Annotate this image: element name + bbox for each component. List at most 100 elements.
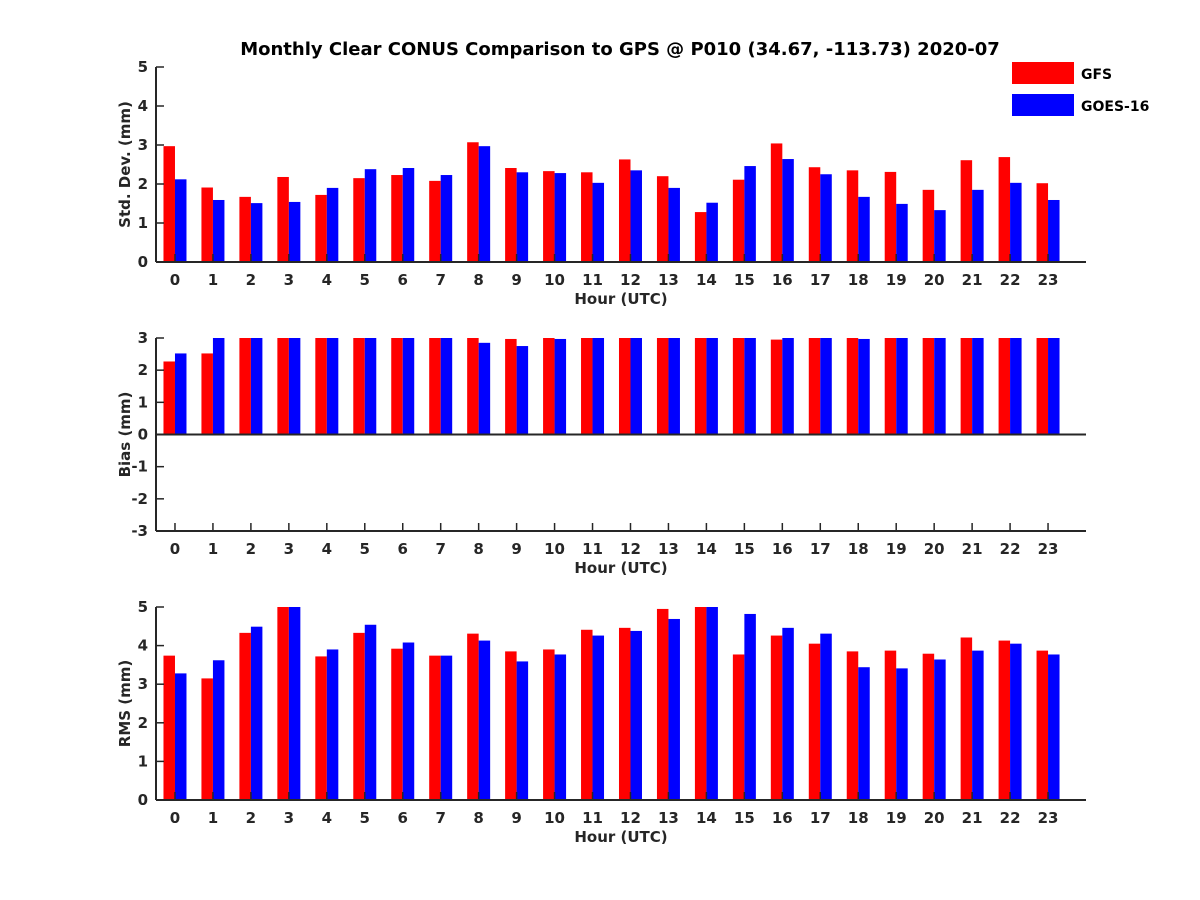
bar-rms-gfs-hour-16 [770,635,783,800]
x-tick-label-bias-8: 8 [473,540,483,558]
x-tick-label-stddev-7: 7 [435,271,445,289]
bar-bias-gfs-hour-4 [315,338,327,435]
bar-bias-gfs-hour-5 [353,338,365,435]
x-tick-label-stddev-22: 22 [1000,271,1021,289]
bar-bias-gfs-hour-13 [656,338,669,435]
bar-stddev-gfs-hour-7 [429,180,441,262]
bar-rms-gfs-hour-20 [922,653,935,800]
bar-stddev-goes16-hour-21 [972,189,984,262]
bar-rms-gfs-hour-14 [694,607,707,800]
x-tick-label-bias-22: 22 [1000,540,1021,558]
x-tick-label-rms-7: 7 [435,809,445,827]
x-tick-label-bias-4: 4 [322,540,332,558]
bar-rms-gfs-hour-6 [391,648,403,800]
bar-rms-goes16-hour-1 [212,660,225,800]
x-tick-label-bias-6: 6 [398,540,408,558]
x-tick-label-rms-21: 21 [962,809,983,827]
bar-bias-goes16-hour-15 [744,338,756,435]
x-tick-label-bias-14: 14 [696,540,717,558]
bar-stddev-goes16-hour-20 [934,210,946,262]
bar-rms-gfs-hour-13 [656,608,669,800]
bar-stddev-goes16-hour-18 [858,196,870,262]
x-tick-label-bias-23: 23 [1038,540,1059,558]
x-tick-label-bias-3: 3 [284,540,294,558]
bar-bias-goes16-hour-22 [1010,338,1022,435]
bar-rms-goes16-hour-8 [478,640,491,800]
bar-bias-gfs-hour-11 [581,338,593,435]
bar-bias-goes16-hour-1 [212,338,225,435]
x-tick-label-stddev-15: 15 [734,271,755,289]
bar-rms-gfs-hour-3 [277,607,289,800]
bar-stddev-gfs-hour-4 [315,194,327,262]
x-tick-label-stddev-6: 6 [398,271,408,289]
x-tick-label-stddev-20: 20 [924,271,945,289]
x-tick-label-bias-15: 15 [734,540,755,558]
bar-bias-gfs-hour-7 [429,338,441,435]
bar-rms-gfs-hour-9 [505,651,517,800]
x-tick-label-stddev-12: 12 [620,271,641,289]
bar-bias-goes16-hour-0 [174,353,187,435]
x-tick-label-stddev-0: 0 [170,271,180,289]
x-tick-label-stddev-19: 19 [886,271,907,289]
bar-bias-gfs-hour-6 [391,338,403,435]
bar-rms-gfs-hour-12 [618,627,631,800]
x-tick-label-bias-18: 18 [848,540,869,558]
bar-stddev-goes16-hour-5 [364,169,377,262]
bar-rms-gfs-hour-11 [581,629,593,800]
bar-stddev-gfs-hour-14 [694,212,707,262]
bar-bias-goes16-hour-13 [668,338,680,435]
bar-stddev-gfs-hour-13 [656,176,669,262]
bar-bias-goes16-hour-7 [440,338,453,435]
x-tick-label-bias-13: 13 [658,540,679,558]
bar-bias-gfs-hour-1 [201,353,213,435]
x-tick-label-stddev-9: 9 [511,271,521,289]
bar-rms-goes16-hour-19 [896,668,908,800]
x-tick-label-stddev-1: 1 [208,271,218,289]
y-axis-title-stddev: Std. Dev. (mm) [116,101,134,228]
bar-stddev-goes16-hour-7 [440,175,453,262]
bar-bias-gfs-hour-20 [922,338,935,435]
x-tick-label-stddev-2: 2 [246,271,256,289]
bar-rms-goes16-hour-12 [630,630,642,800]
bar-stddev-goes16-hour-1 [212,199,225,262]
y-tick-label-stddev-5: 5 [138,58,148,76]
x-tick-label-rms-13: 13 [658,809,679,827]
bar-bias-gfs-hour-3 [277,338,289,435]
legend-swatch-goes16 [1012,94,1074,116]
bar-stddev-goes16-hour-15 [744,166,756,262]
legend-label-gfs: GFS [1081,67,1112,83]
bar-bias-goes16-hour-9 [516,346,529,435]
bar-rms-gfs-hour-23 [1036,650,1049,800]
bar-rms-goes16-hour-15 [744,613,756,800]
x-tick-label-stddev-18: 18 [848,271,869,289]
x-tick-label-stddev-8: 8 [473,271,483,289]
bar-rms-goes16-hour-5 [364,624,377,800]
bar-rms-goes16-hour-20 [934,659,946,800]
x-tick-label-bias-1: 1 [208,540,218,558]
y-tick-label-stddev-3: 3 [138,136,148,154]
y-tick-label-rms-0: 0 [138,791,148,809]
bar-rms-gfs-hour-18 [846,651,859,800]
bar-stddev-goes16-hour-2 [250,203,263,262]
bar-stddev-goes16-hour-11 [592,182,605,262]
y-axis-title-bias: Bias (mm) [116,392,134,478]
x-tick-label-stddev-14: 14 [696,271,717,289]
bar-stddev-gfs-hour-9 [505,168,517,262]
x-tick-label-rms-14: 14 [696,809,717,827]
bar-rms-gfs-hour-17 [808,643,821,800]
bar-bias-goes16-hour-14 [706,338,718,435]
x-tick-label-stddev-4: 4 [322,271,332,289]
x-tick-label-rms-9: 9 [511,809,521,827]
bar-rms-gfs-hour-4 [315,656,327,800]
bar-stddev-gfs-hour-21 [960,160,973,262]
bar-bias-goes16-hour-2 [250,338,263,435]
x-tick-label-bias-21: 21 [962,540,983,558]
bar-bias-gfs-hour-10 [543,338,555,435]
x-tick-label-rms-0: 0 [170,809,180,827]
x-tick-label-rms-22: 22 [1000,809,1021,827]
y-axis-title-rms: RMS (mm) [116,660,134,747]
bar-stddev-gfs-hour-22 [998,157,1011,262]
legend-label-goes16: GOES-16 [1081,99,1149,115]
